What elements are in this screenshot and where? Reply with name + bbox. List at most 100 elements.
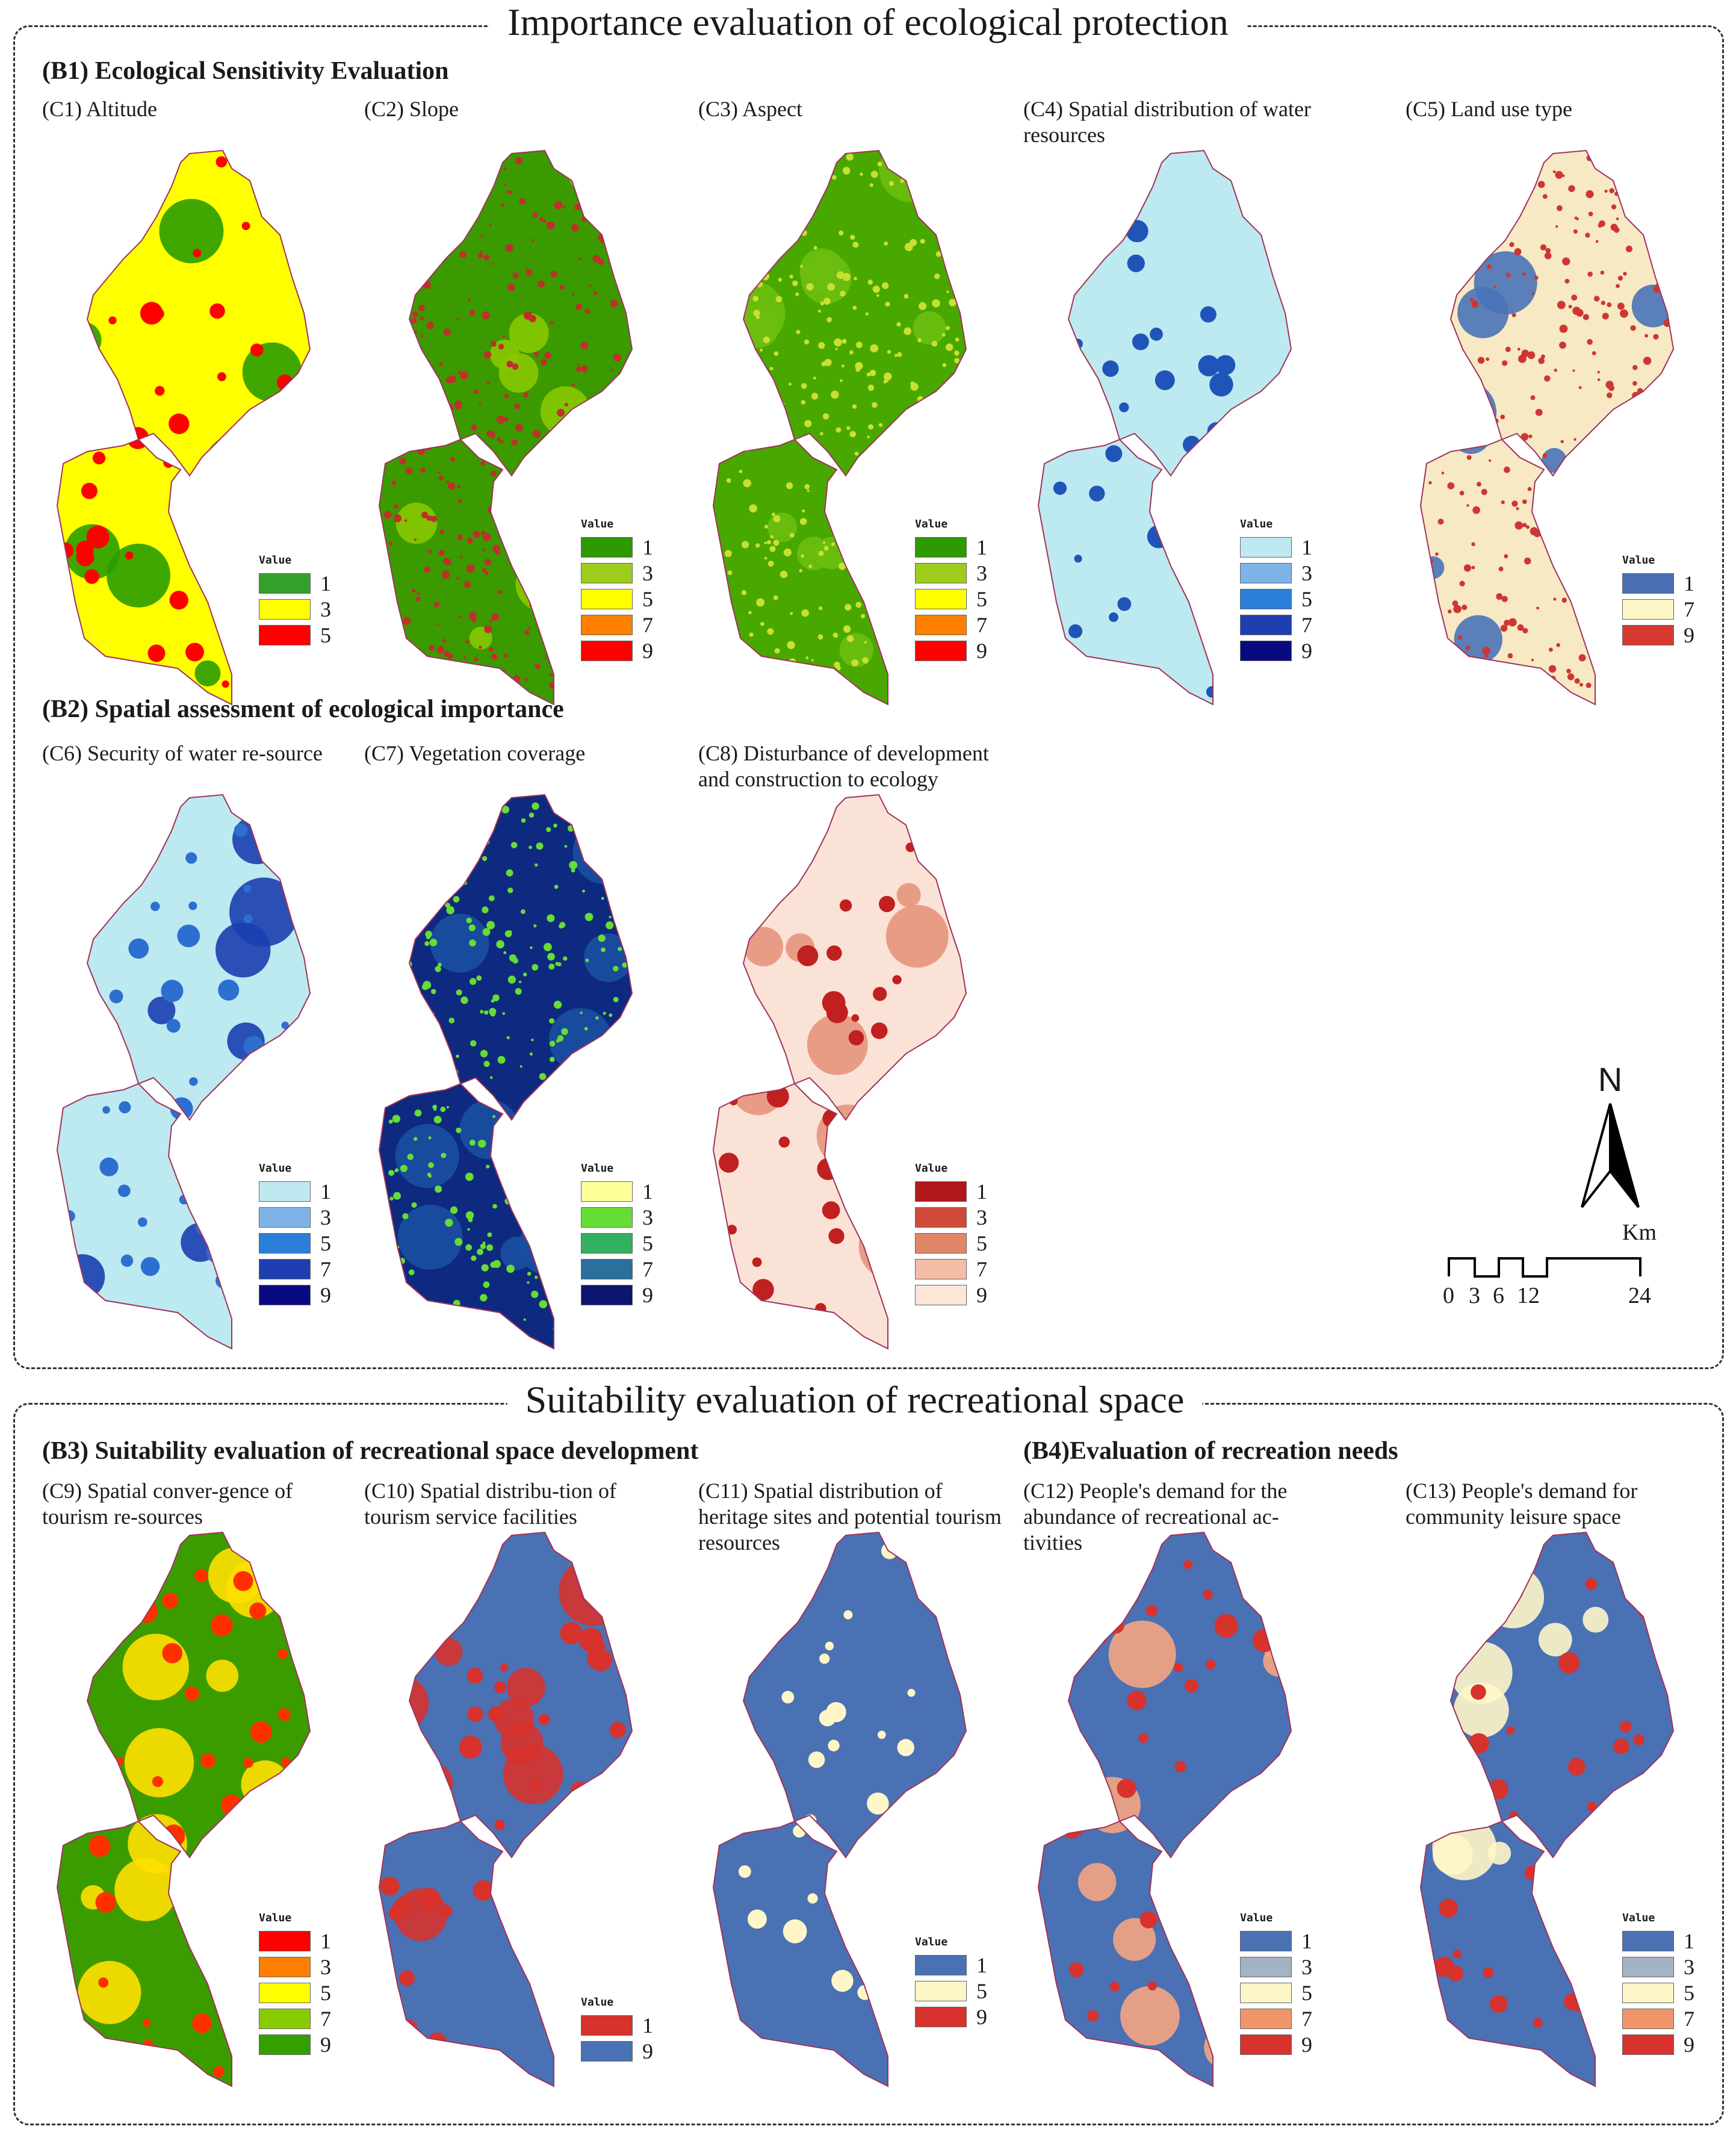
legend-swatch [581, 1232, 633, 1254]
legend-swatch [915, 1181, 967, 1202]
legend-swatch [259, 1982, 311, 2003]
panel-title-c11: (C11) Spatial distribution of heritage s… [698, 1479, 1002, 1555]
legend-label: 5 [642, 586, 653, 611]
legend-label: 9 [320, 1282, 331, 1307]
legend-title: Value [581, 518, 614, 530]
legend-item: 9 [915, 1282, 987, 1308]
legend-item: 9 [1622, 622, 1694, 648]
map-c7 [378, 794, 633, 1350]
panel-c7: (C7) Vegetation coverage Value 1 3 5 7 9 [364, 741, 701, 1350]
legend-swatch [1622, 1956, 1674, 1977]
legend-swatch [915, 1284, 967, 1305]
legend-title: Value [259, 1162, 292, 1175]
scale-tick-label: 12 [1517, 1283, 1540, 1308]
legend-c13: Value 1 3 5 7 9 [1622, 1912, 1694, 2057]
panel-title-c5: (C5) Land use type [1406, 97, 1572, 121]
legend-label: 5 [320, 1980, 331, 2005]
legend-swatch [581, 2040, 633, 2062]
legend-label: 7 [1684, 2006, 1694, 2031]
legend-label: 9 [1301, 638, 1312, 663]
legend-item: 7 [259, 2006, 331, 2031]
legend-swatch [915, 588, 967, 609]
legend-item: 5 [581, 1230, 653, 1256]
legend-item: 9 [259, 2031, 331, 2057]
legend-item: 3 [915, 560, 987, 586]
legend-label: 3 [1301, 1954, 1312, 1979]
legend-title: Value [259, 554, 292, 567]
legend-item: 1 [259, 570, 331, 596]
legend-title: Value [915, 1162, 948, 1175]
legend-item: 3 [581, 560, 653, 586]
panel-title-c7: (C7) Vegetation coverage [364, 741, 586, 765]
panel-c9: (C9) Spatial conver-gence of tourism re-… [42, 1478, 379, 2116]
legend-item: 5 [1622, 1980, 1694, 2006]
panel-c10: (C10) Spatial distribu-tion of tourism s… [364, 1478, 701, 2116]
legend-label: 7 [976, 612, 987, 637]
legend-item: 1 [915, 1952, 987, 1978]
scale-tick-label: 0 [1443, 1283, 1454, 1308]
panel-c11: (C11) Spatial distribution of heritage s… [698, 1478, 1035, 2116]
legend-swatch [259, 1232, 311, 1254]
legend-swatch [1240, 614, 1292, 635]
legend-swatch [1240, 1930, 1292, 1951]
legend-label: 7 [976, 1257, 987, 1281]
legend-c7: Value 1 3 5 7 9 [581, 1162, 653, 1308]
legend-label: 5 [1684, 1980, 1694, 2005]
legend-title: Value [581, 1162, 614, 1175]
legend-label: 1 [320, 1179, 331, 1204]
north-arrow-icon [1581, 1103, 1640, 1208]
legend-label: 9 [642, 2039, 653, 2063]
legend-swatch [581, 1207, 633, 1228]
panel-title-c13: (C13) People's demand for community leis… [1406, 1479, 1638, 1529]
legend-item: 5 [1240, 1980, 1312, 2006]
legend-swatch [915, 2006, 967, 2027]
legend-item: 3 [581, 1204, 653, 1230]
legend-item: 9 [915, 638, 987, 663]
legend-swatch [1240, 1956, 1292, 1977]
legend-label: 1 [976, 535, 987, 559]
legend-item: 5 [581, 586, 653, 612]
legend-swatch [581, 2015, 633, 2036]
legend-label: 1 [642, 2013, 653, 2037]
north-arrow: N [1577, 1060, 1643, 1216]
legend-swatch [1622, 573, 1674, 594]
legend-swatch [1240, 1982, 1292, 2003]
legend-label: 9 [1684, 623, 1694, 647]
legend-c1: Value 1 3 5 [259, 554, 331, 648]
panel-c1: (C1) Altitude Value 1 3 5 [42, 96, 379, 706]
legend-swatch [581, 1258, 633, 1279]
legend-swatch [259, 624, 311, 645]
map-c4 [1037, 149, 1292, 706]
legend-item: 3 [259, 1954, 331, 1980]
legend-label: 9 [1301, 2032, 1312, 2057]
map-c5 [1419, 149, 1675, 706]
legend-label: 5 [642, 1231, 653, 1255]
legend-label: 1 [1684, 571, 1694, 595]
section-b2: (B2) Spatial assessment of ecological im… [42, 695, 564, 723]
legend-item: 1 [581, 534, 653, 560]
legend-label: 3 [642, 561, 653, 585]
legend-swatch [915, 536, 967, 558]
legend-label: 5 [1301, 1980, 1312, 2005]
legend-label: 9 [642, 1282, 653, 1307]
legend-c10: Value 1 9 [581, 1996, 653, 2064]
panel-title-c10: (C10) Spatial distribu-tion of tourism s… [364, 1479, 616, 1529]
map-c11 [712, 1531, 967, 2087]
legend-item: 9 [259, 1282, 331, 1308]
legend-swatch [915, 1207, 967, 1228]
legend-label: 3 [642, 1205, 653, 1229]
panel-title-c9: (C9) Spatial conver-gence of tourism re-… [42, 1479, 293, 1529]
section-b1: (B1) Ecological Sensitivity Evaluation [42, 57, 449, 85]
legend-item: 9 [1240, 2031, 1312, 2057]
north-label: N [1598, 1060, 1623, 1098]
legend-label: 5 [1301, 586, 1312, 611]
ecological-title: Importance evaluation of ecological prot… [489, 0, 1247, 45]
legend-item: 9 [1240, 638, 1312, 663]
legend-label: 9 [642, 638, 653, 663]
legend-label: 1 [1301, 535, 1312, 559]
legend-swatch [1622, 2008, 1674, 2029]
legend-swatch [581, 1284, 633, 1305]
legend-item: 3 [1240, 560, 1312, 586]
map-c10 [378, 1531, 633, 2087]
legend-swatch [915, 1232, 967, 1254]
